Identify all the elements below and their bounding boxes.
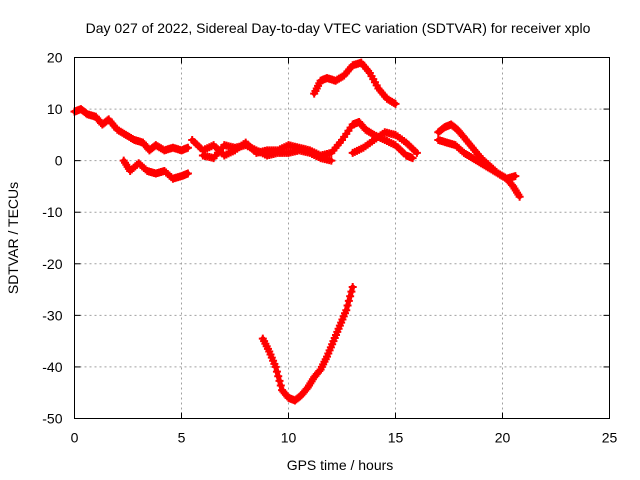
x-axis-label: GPS time / hours	[287, 457, 394, 473]
data-point-marker	[347, 287, 356, 296]
data-point-marker	[272, 367, 281, 376]
data-point-marker	[342, 306, 351, 315]
x-tick-label: 5	[178, 430, 186, 446]
grid	[74, 57, 610, 419]
y-tick-label: -50	[42, 411, 62, 427]
chart-title: Day 027 of 2022, Sidereal Day-to-day VTE…	[86, 20, 591, 36]
series-track-2	[119, 156, 192, 183]
y-tick-label: 10	[47, 101, 63, 117]
y-axis-label: SDTVAR / TECUs	[5, 182, 21, 294]
data-point-marker	[274, 372, 283, 381]
data-point-marker	[391, 99, 400, 108]
y-tick-label: -40	[42, 359, 62, 375]
x-tick-label: 15	[388, 430, 404, 446]
x-tick-label: 10	[281, 430, 297, 446]
data-point-marker	[348, 282, 357, 291]
series-track-9	[434, 136, 520, 183]
data-point-marker	[183, 143, 192, 152]
y-tick-label: 20	[47, 50, 63, 66]
data-point-marker	[408, 154, 417, 163]
y-tick-label: 0	[55, 153, 63, 169]
y-tick-label: -10	[42, 204, 62, 220]
x-tick-label: 25	[602, 430, 618, 446]
series-track-5	[348, 128, 421, 157]
data-point-marker	[315, 367, 324, 376]
series-track-4	[198, 141, 336, 165]
series-track-3	[188, 117, 417, 163]
plot-frame	[74, 57, 610, 419]
data-point-marker	[271, 362, 280, 371]
data-point-marker	[515, 192, 524, 201]
x-tick-label: 0	[71, 430, 79, 446]
series-track-1	[70, 105, 192, 155]
data-point-marker	[183, 169, 192, 178]
data-point-marker	[275, 376, 284, 385]
data-point-marker	[327, 156, 336, 165]
y-tick-label: -20	[42, 256, 62, 272]
y-tick-label: -30	[42, 307, 62, 323]
data-point-marker	[511, 172, 520, 181]
series-track-7	[258, 282, 357, 405]
data-point-marker	[346, 292, 355, 301]
data-point-marker	[412, 148, 421, 157]
data-point-marker	[344, 296, 353, 305]
data-point-marker	[343, 301, 352, 310]
data-point-marker	[276, 381, 285, 390]
plot-area	[70, 58, 524, 405]
x-tick-label: 20	[495, 430, 511, 446]
series-track-6	[310, 58, 400, 108]
